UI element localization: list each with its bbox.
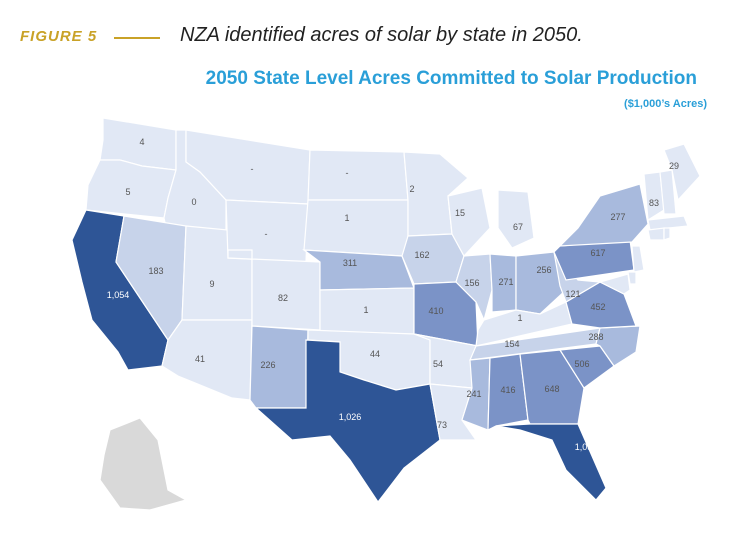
state-value-label-pa: 617 <box>590 248 605 258</box>
state-ri <box>663 227 671 241</box>
state-value-label-wi: 15 <box>455 208 465 218</box>
figure-label: FIGURE 5 <box>20 28 98 45</box>
state-nh <box>659 169 677 215</box>
state-value-label-tx: 1,026 <box>339 412 362 422</box>
figure-caption: NZA identified acres of solar by state i… <box>180 24 583 46</box>
state-value-label-nd: - <box>346 168 349 178</box>
state-value-label-az: 41 <box>195 354 205 364</box>
map-title: 2050 State Level Acres Committed to Sola… <box>205 68 697 89</box>
state-ct <box>647 227 665 241</box>
state-ny <box>558 183 649 247</box>
state-fl <box>495 423 607 501</box>
state-value-label-in: 271 <box>498 277 513 287</box>
state-value-label-me: 29 <box>669 161 679 171</box>
state-value-label-oh: 256 <box>536 265 551 275</box>
state-value-label-ny: 277 <box>610 212 625 222</box>
state-mi <box>497 189 535 249</box>
state-value-label-ca: 1,054 <box>107 290 130 300</box>
state-value-label-nm: 226 <box>260 360 275 370</box>
state-value-label-ok: 44 <box>370 349 380 359</box>
state-az <box>161 319 253 401</box>
state-la <box>429 383 478 441</box>
state-nd <box>307 149 409 201</box>
state-value-label-tn: 154 <box>504 339 519 349</box>
state-me <box>663 143 701 202</box>
state-value-label-nv: 183 <box>148 266 163 276</box>
state-value-label-co: 82 <box>278 293 288 303</box>
state-value-label-ky: 1 <box>517 313 522 323</box>
state-value-label-fl: 1,055 <box>575 442 598 452</box>
state-al <box>487 353 529 431</box>
state-nm <box>249 325 309 409</box>
state-value-label-wv: 121 <box>565 289 580 299</box>
state-sd <box>303 199 409 257</box>
state-value-label-mt: - <box>251 164 254 174</box>
figure-header: FIGURE 5 NZA identified acres of solar b… <box>20 24 720 54</box>
state-value-label-ut: 9 <box>209 279 214 289</box>
state-value-label-ms: 241 <box>466 389 481 399</box>
state-value-label-or: 5 <box>125 187 130 197</box>
state-value-label-mn: 2 <box>409 184 414 194</box>
state-value-label-mo: 410 <box>428 306 443 316</box>
state-md <box>598 273 631 295</box>
state-or <box>85 159 177 219</box>
state-value-label-sd: 1 <box>344 213 349 223</box>
state-value-label-wy: - <box>265 229 268 239</box>
state-in <box>489 253 517 313</box>
state-value-label-ne: 311 <box>343 258 357 268</box>
state-nj <box>631 245 645 273</box>
map-subtitle: ($1,000’s Acres) <box>624 98 707 110</box>
state-value-label-la: 73 <box>437 420 447 430</box>
state-value-label-ar: 54 <box>433 359 443 369</box>
state-ak <box>99 417 188 511</box>
state-value-label-ia: 162 <box>414 250 429 260</box>
state-ia <box>401 233 465 285</box>
state-value-label-ks: 1 <box>363 305 368 315</box>
state-oh <box>515 251 567 315</box>
state-value-label-al: 416 <box>500 385 515 395</box>
state-value-label-wa: 4 <box>139 137 144 147</box>
state-value-label-ga: 648 <box>544 384 559 394</box>
state-value-label-vt: 83 <box>649 198 659 208</box>
figure-rule <box>114 37 160 39</box>
state-ms <box>461 357 491 431</box>
state-value-label-id: 0 <box>191 197 196 207</box>
state-value-label-sc: 506 <box>574 359 589 369</box>
state-tx <box>254 339 441 504</box>
state-wi <box>447 187 491 258</box>
state-ne <box>302 249 415 291</box>
state-mo <box>413 281 479 347</box>
state-value-label-nc: 288 <box>588 332 603 342</box>
state-ma <box>647 215 689 231</box>
state-value-label-il: 156 <box>464 278 479 288</box>
state-value-label-va: 452 <box>590 302 605 312</box>
state-value-label-mi: 67 <box>513 222 523 232</box>
